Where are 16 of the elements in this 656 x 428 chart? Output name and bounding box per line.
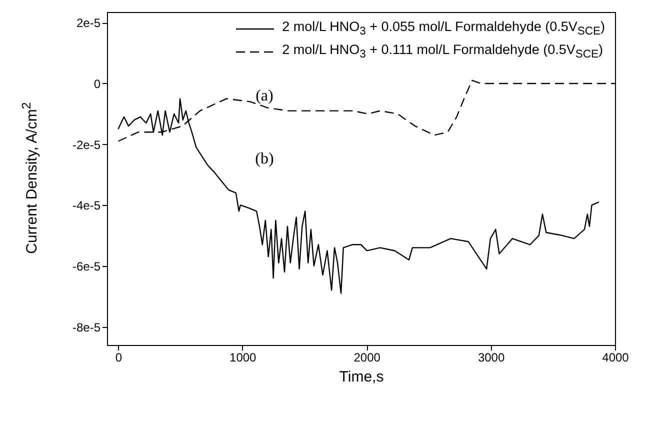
legend-label: 2 mol/L HNO$_{3}$ + 0.055 mol/L Formaldehyde (0.5V$_{SCE}$) (282, 18, 605, 40)
x-axis-title: Time,s (339, 368, 384, 386)
x-tick-label: 4000 (602, 350, 630, 364)
x-tick-label: 3000 (478, 350, 505, 364)
x-tick-label: 1000 (230, 350, 257, 364)
x-tick-label: 0 (115, 350, 122, 364)
annotation: (b) (255, 150, 274, 168)
y-tick-label: 0 (94, 76, 101, 91)
y-tick-label: 2e-5 (76, 16, 101, 30)
y-tick-label: -6e-5 (72, 259, 101, 274)
y-tick-label: -8e-5 (72, 320, 101, 334)
legend-label: 2 mol/L HNO$_{3}$ + 0.111 mol/L Formaldehyde (0.5V$_{SCE}$) (282, 40, 603, 62)
y-tick-label: -4e-5 (72, 198, 101, 213)
x-tick-label: 2000 (354, 350, 381, 364)
y-tick-label: -2e-5 (72, 138, 101, 152)
annotation: (a) (256, 87, 274, 104)
